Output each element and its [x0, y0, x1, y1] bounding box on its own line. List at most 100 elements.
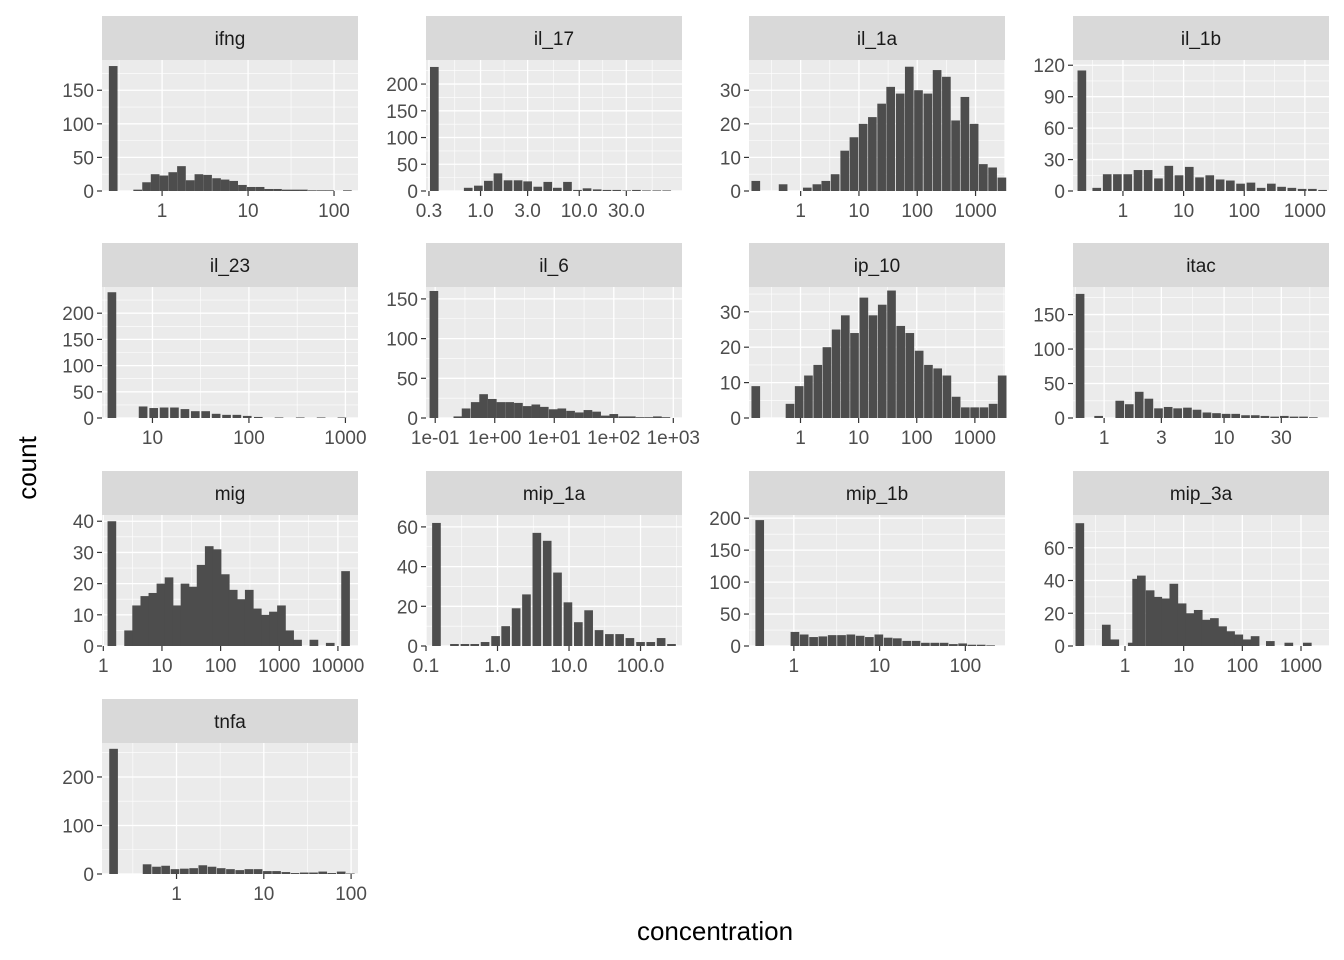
histogram-bar: [263, 871, 272, 874]
histogram-bar: [813, 364, 823, 418]
x-tick-label: 1: [789, 656, 800, 677]
histogram-bar: [831, 329, 841, 418]
histogram-bar: [522, 406, 532, 418]
histogram-bar: [563, 602, 573, 646]
histogram-bar: [652, 190, 662, 191]
x-tick-label: 1000: [954, 201, 996, 222]
histogram-bar: [264, 188, 274, 191]
histogram-bar: [855, 635, 865, 646]
x-tick-label: 1: [98, 656, 109, 677]
facet-ip-10: ip_10 0 10 20 30 1 10 100 1000: [720, 243, 1007, 449]
histogram-bar: [804, 375, 813, 418]
histogram-bar: [309, 639, 319, 646]
panel-background: [102, 60, 358, 191]
histogram-bar: [949, 644, 958, 646]
histogram-bar: [308, 190, 317, 191]
histogram-bar: [778, 184, 788, 191]
histogram-bar: [924, 364, 933, 418]
histogram-bar: [290, 873, 300, 874]
x-tick-label: 1: [171, 884, 182, 905]
histogram-bar: [299, 189, 308, 191]
histogram-bar: [1127, 642, 1137, 646]
histogram-bar: [255, 186, 265, 191]
x-tick-label: 30: [1271, 428, 1292, 449]
histogram-bar: [951, 396, 961, 418]
facet-il-1a: il_1a 0 10 20 30 1 10 100 1000: [720, 16, 1007, 222]
histogram-bar: [491, 636, 500, 646]
histogram-bar: [1260, 415, 1270, 418]
x-tick-label: 100: [901, 428, 933, 449]
x-tick-label: 100: [233, 428, 265, 449]
x-tick-label: 1: [1120, 656, 1131, 677]
histogram-bar: [273, 188, 282, 191]
histogram-bar: [220, 574, 230, 646]
histogram-bar: [646, 642, 656, 646]
histogram-bar: [480, 642, 490, 646]
histogram-bar: [514, 402, 523, 418]
histogram-bar: [493, 173, 503, 191]
histogram-bar: [988, 403, 998, 418]
x-tick-label: 0.1: [413, 656, 439, 677]
x-tick-label: 1000: [1284, 201, 1326, 222]
histogram-bar: [1077, 70, 1087, 191]
histogram-bar: [812, 184, 822, 191]
histogram-bar: [625, 638, 635, 646]
facet-strip-label: il_1a: [857, 29, 898, 50]
histogram-bar: [539, 406, 549, 418]
histogram-bar: [1132, 578, 1141, 646]
histogram-bar: [837, 635, 846, 646]
histogram-bar: [553, 572, 562, 646]
histogram-bar: [895, 93, 905, 191]
y-tick-label: 60: [1044, 119, 1065, 140]
histogram-bar: [204, 546, 214, 646]
histogram-bar: [261, 614, 270, 646]
histogram-bar: [238, 184, 247, 191]
histogram-bar: [622, 190, 632, 191]
facet-strip-label: mip_1a: [523, 484, 586, 505]
histogram-bar: [790, 631, 800, 646]
x-tick-label: 10: [151, 656, 172, 677]
y-tick-label: 0: [407, 182, 418, 203]
x-tick-label: 3.0: [514, 201, 540, 222]
y-tick-label: 120: [1033, 56, 1065, 77]
histogram-bar: [470, 644, 480, 646]
histogram-bar: [1210, 618, 1219, 646]
facet-strip: [1073, 471, 1329, 515]
histogram-bar: [1193, 609, 1203, 646]
y-tick-label: 100: [62, 357, 94, 378]
y-tick-label: 150: [386, 102, 418, 123]
histogram-bar: [840, 150, 850, 191]
histogram-bar: [1094, 415, 1103, 418]
histogram-bar: [1134, 391, 1144, 418]
facet-itac: itac 0 50 100 150 1 3 10 30: [1033, 243, 1329, 449]
histogram-bar: [180, 868, 189, 874]
histogram-bar: [242, 415, 252, 418]
histogram-bar: [107, 521, 117, 646]
y-tick-label: 10: [73, 606, 94, 627]
facet-strip: [749, 243, 1005, 287]
histogram-bar: [667, 644, 676, 646]
histogram-bar: [755, 520, 765, 646]
y-tick-label: 50: [73, 148, 94, 169]
x-tick-label: 10000: [311, 656, 364, 677]
x-tick-label: 30.0: [608, 201, 645, 222]
y-tick-label: 0: [1054, 637, 1065, 658]
histogram-bar: [615, 634, 624, 646]
histogram-bar: [827, 635, 837, 646]
histogram-bar: [642, 190, 651, 191]
x-tick-label: 1: [1118, 201, 1129, 222]
histogram-bar: [246, 186, 256, 191]
x-tick-label: 1e+02: [587, 428, 640, 449]
histogram-bar: [1308, 417, 1318, 418]
histogram-bar: [553, 187, 562, 191]
facet-strip-label: mip_3a: [1170, 484, 1233, 505]
facet-strip: [426, 471, 682, 515]
histogram-bar: [533, 186, 543, 191]
histogram-bar: [902, 640, 912, 646]
facet-mig: mig 0 10 20 30 40 1 10 100 1000 10000: [73, 471, 364, 677]
histogram-bar: [531, 404, 541, 418]
histogram-bar: [951, 120, 960, 191]
y-tick-label: 20: [720, 115, 741, 136]
x-tick-label: 1: [157, 201, 168, 222]
